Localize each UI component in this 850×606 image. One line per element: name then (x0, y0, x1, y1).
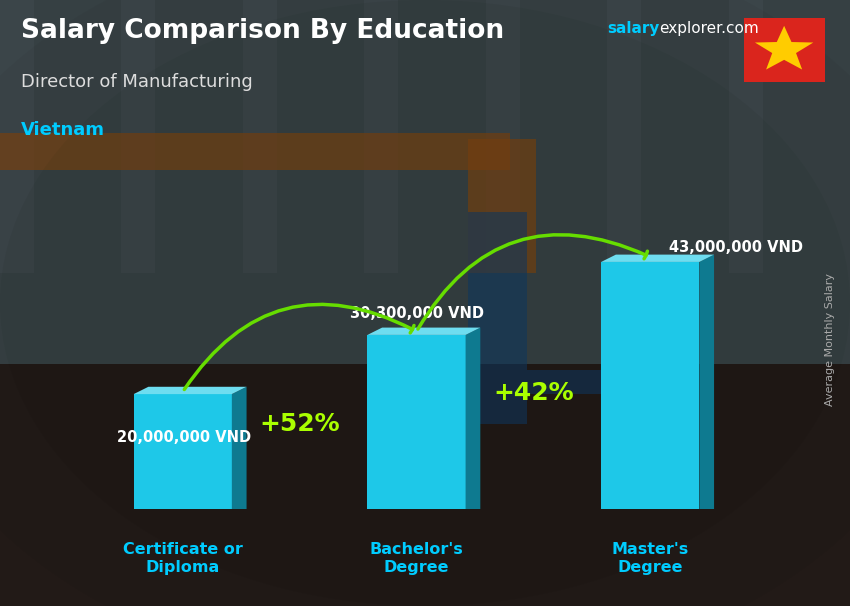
Bar (485, 0, 519, 273)
Text: +52%: +52% (259, 413, 340, 436)
Polygon shape (232, 387, 246, 509)
Text: Average Monthly Salary: Average Monthly Salary (824, 273, 835, 406)
Text: Vietnam: Vietnam (21, 121, 105, 139)
Polygon shape (367, 335, 466, 509)
Bar (468, 212, 527, 424)
Text: Master's
Degree: Master's Degree (612, 542, 689, 574)
Bar (0, 133, 510, 170)
Bar (527, 370, 629, 394)
Text: Certificate or
Diploma: Certificate or Diploma (122, 542, 243, 574)
Bar (365, 0, 399, 273)
Polygon shape (601, 262, 700, 509)
Text: 20,000,000 VND: 20,000,000 VND (117, 430, 252, 445)
Bar (607, 0, 641, 273)
Polygon shape (466, 328, 480, 509)
Bar (728, 0, 762, 273)
Bar (468, 139, 536, 273)
Polygon shape (133, 387, 246, 394)
Polygon shape (755, 26, 813, 70)
Bar (0, 0, 34, 273)
Bar (0, 364, 850, 606)
Text: +42%: +42% (493, 381, 574, 405)
Text: Salary Comparison By Education: Salary Comparison By Education (21, 18, 504, 44)
Polygon shape (700, 255, 714, 509)
Polygon shape (601, 255, 714, 262)
Bar (122, 0, 156, 273)
Text: 43,000,000 VND: 43,000,000 VND (669, 239, 803, 255)
Text: salary: salary (608, 21, 660, 36)
Text: 30,300,000 VND: 30,300,000 VND (349, 306, 484, 321)
Bar (243, 0, 277, 273)
Text: Bachelor's
Degree: Bachelor's Degree (370, 542, 463, 574)
Polygon shape (367, 328, 480, 335)
Text: explorer.com: explorer.com (659, 21, 758, 36)
Bar (0, 0, 850, 364)
Polygon shape (133, 394, 232, 509)
Text: Director of Manufacturing: Director of Manufacturing (21, 73, 253, 91)
